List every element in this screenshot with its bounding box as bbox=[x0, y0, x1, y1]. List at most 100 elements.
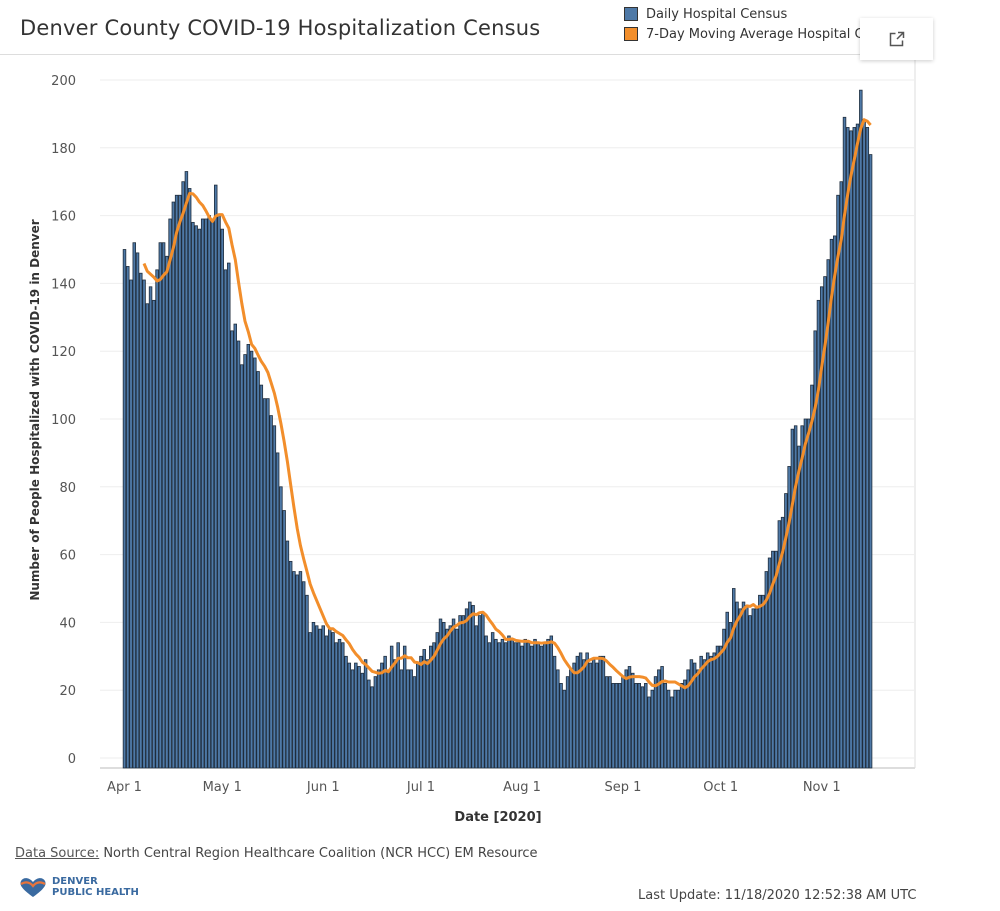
bar bbox=[754, 608, 759, 769]
bar bbox=[360, 672, 365, 769]
bar bbox=[842, 116, 847, 769]
bar bbox=[715, 645, 720, 769]
bar bbox=[295, 574, 299, 769]
bar bbox=[328, 628, 332, 769]
bar bbox=[624, 669, 628, 769]
bar bbox=[213, 184, 218, 769]
bar bbox=[735, 601, 739, 769]
bar bbox=[494, 638, 498, 769]
bar bbox=[865, 127, 870, 769]
bar bbox=[767, 557, 772, 769]
bar bbox=[318, 628, 322, 769]
bar bbox=[308, 632, 312, 769]
x-tick-label: Oct 1 bbox=[703, 780, 738, 795]
bar bbox=[429, 645, 433, 769]
bar bbox=[575, 655, 580, 769]
bar bbox=[471, 605, 475, 769]
bar bbox=[438, 618, 443, 769]
bar bbox=[272, 425, 277, 769]
bar bbox=[503, 642, 508, 769]
bar bbox=[243, 354, 247, 769]
bar bbox=[194, 225, 198, 769]
popout-button[interactable] bbox=[860, 18, 933, 60]
bar bbox=[389, 645, 394, 769]
bar bbox=[637, 683, 641, 769]
bar bbox=[513, 642, 518, 769]
bar bbox=[227, 262, 231, 769]
bar bbox=[142, 279, 146, 769]
bar bbox=[696, 669, 700, 769]
logo-line1: DENVER bbox=[52, 876, 98, 887]
y-tick-label: 40 bbox=[59, 616, 76, 631]
bar bbox=[383, 655, 387, 769]
bar bbox=[819, 286, 824, 769]
bar bbox=[771, 550, 775, 769]
bar bbox=[292, 571, 296, 769]
data-source-label[interactable]: Data Source: bbox=[15, 846, 100, 861]
bar bbox=[787, 466, 791, 769]
bar bbox=[187, 188, 192, 769]
bar bbox=[380, 662, 384, 769]
bar bbox=[331, 632, 335, 769]
legend-item-daily[interactable]: Daily Hospital Census bbox=[624, 4, 864, 24]
bar bbox=[161, 242, 166, 769]
x-tick-label: Jul 1 bbox=[406, 780, 435, 795]
bar bbox=[660, 666, 664, 769]
bar bbox=[132, 242, 137, 769]
legend-item-average[interactable]: 7-Day Moving Average Hospital C bbox=[624, 24, 864, 44]
bar bbox=[240, 364, 244, 769]
last-update: Last Update: 11/18/2020 12:52:38 AM UTC bbox=[638, 888, 917, 903]
bar bbox=[220, 228, 224, 769]
y-axis-title: Number of People Hospitalized with COVID… bbox=[28, 219, 42, 600]
bar bbox=[269, 415, 273, 769]
y-tick-label: 100 bbox=[51, 413, 76, 428]
bar bbox=[165, 255, 169, 769]
bar bbox=[591, 659, 596, 769]
bar bbox=[279, 486, 283, 769]
bar bbox=[627, 666, 632, 769]
bar bbox=[790, 428, 795, 769]
bar bbox=[373, 676, 378, 769]
bar bbox=[246, 344, 251, 769]
bar bbox=[350, 669, 355, 769]
bar bbox=[803, 418, 808, 769]
bar bbox=[181, 181, 185, 769]
bar bbox=[500, 638, 505, 769]
bar bbox=[673, 689, 677, 769]
bar bbox=[556, 669, 560, 769]
bar bbox=[608, 676, 612, 769]
bar bbox=[419, 655, 423, 769]
bar bbox=[422, 649, 426, 769]
bar bbox=[253, 357, 257, 769]
bar bbox=[846, 127, 850, 769]
bar bbox=[402, 645, 407, 769]
bar bbox=[230, 330, 234, 769]
bar bbox=[722, 628, 726, 769]
bar bbox=[676, 689, 681, 769]
bar bbox=[784, 493, 788, 769]
bar bbox=[849, 130, 853, 769]
y-tick-label: 20 bbox=[59, 684, 76, 699]
x-tick-label: Sep 1 bbox=[605, 780, 642, 795]
bar bbox=[412, 676, 417, 769]
bar bbox=[122, 249, 127, 769]
y-tick-label: 60 bbox=[59, 549, 76, 564]
bar bbox=[311, 622, 316, 769]
bar bbox=[168, 218, 172, 769]
bar bbox=[455, 628, 459, 769]
bar bbox=[298, 571, 303, 769]
bar bbox=[357, 666, 361, 769]
bar bbox=[806, 418, 811, 769]
bar bbox=[135, 252, 140, 769]
bar bbox=[516, 642, 521, 769]
bar bbox=[611, 683, 615, 769]
bar bbox=[578, 652, 583, 769]
bar bbox=[266, 398, 270, 769]
bar bbox=[415, 662, 420, 769]
legend-label: Daily Hospital Census bbox=[646, 6, 788, 22]
bar bbox=[301, 581, 306, 769]
bar bbox=[702, 659, 707, 769]
bar bbox=[200, 218, 205, 769]
bar bbox=[797, 445, 801, 769]
bar bbox=[826, 259, 830, 769]
